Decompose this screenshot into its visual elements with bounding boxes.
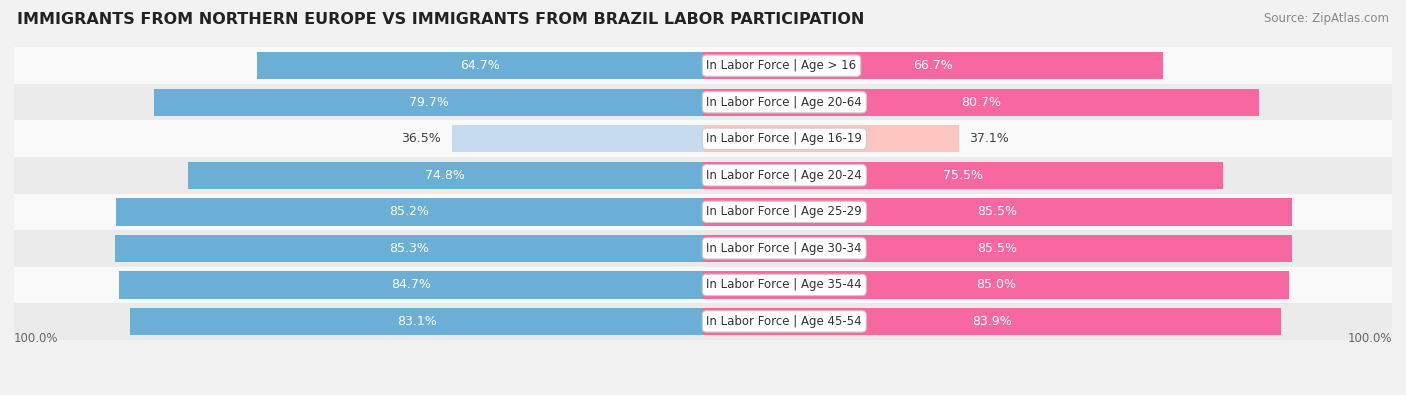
Text: 83.9%: 83.9%: [972, 315, 1012, 328]
Text: 74.8%: 74.8%: [426, 169, 465, 182]
Bar: [703, 125, 959, 152]
Text: In Labor Force | Age 16-19: In Labor Force | Age 16-19: [706, 132, 862, 145]
Text: 85.3%: 85.3%: [389, 242, 429, 255]
Text: 85.0%: 85.0%: [976, 278, 1015, 292]
Bar: [703, 308, 1281, 335]
Bar: [117, 198, 703, 226]
Text: In Labor Force | Age 20-24: In Labor Force | Age 20-24: [706, 169, 862, 182]
Bar: [14, 194, 1392, 230]
Bar: [131, 308, 703, 335]
Text: 64.7%: 64.7%: [460, 59, 501, 72]
Text: In Labor Force | Age 35-44: In Labor Force | Age 35-44: [706, 278, 862, 292]
Bar: [120, 271, 703, 299]
Bar: [153, 88, 703, 116]
Bar: [14, 120, 1392, 157]
Text: 37.1%: 37.1%: [969, 132, 1008, 145]
Bar: [14, 267, 1392, 303]
Bar: [187, 162, 703, 189]
Text: 83.1%: 83.1%: [396, 315, 437, 328]
Text: 85.5%: 85.5%: [977, 242, 1018, 255]
Bar: [14, 230, 1392, 267]
Text: 84.7%: 84.7%: [391, 278, 432, 292]
Bar: [703, 162, 1223, 189]
Text: 100.0%: 100.0%: [1347, 333, 1392, 346]
Text: In Labor Force | Age 25-29: In Labor Force | Age 25-29: [706, 205, 862, 218]
Bar: [14, 84, 1392, 120]
Text: Source: ZipAtlas.com: Source: ZipAtlas.com: [1264, 12, 1389, 25]
Legend: Immigrants from Northern Europe, Immigrants from Brazil: Immigrants from Northern Europe, Immigra…: [475, 391, 931, 395]
Text: 100.0%: 100.0%: [14, 333, 59, 346]
Bar: [703, 88, 1258, 116]
Text: In Labor Force | Age 20-64: In Labor Force | Age 20-64: [706, 96, 862, 109]
Text: 85.5%: 85.5%: [977, 205, 1018, 218]
Bar: [703, 235, 1292, 262]
Bar: [14, 157, 1392, 194]
Bar: [703, 271, 1289, 299]
Bar: [257, 52, 703, 79]
Text: 66.7%: 66.7%: [912, 59, 953, 72]
Text: In Labor Force | Age 45-54: In Labor Force | Age 45-54: [706, 315, 862, 328]
Text: 75.5%: 75.5%: [943, 169, 983, 182]
Bar: [14, 303, 1392, 340]
Bar: [703, 198, 1292, 226]
Text: 80.7%: 80.7%: [960, 96, 1001, 109]
Text: 36.5%: 36.5%: [402, 132, 441, 145]
Bar: [115, 235, 703, 262]
Bar: [14, 47, 1392, 84]
Bar: [703, 52, 1163, 79]
Text: 79.7%: 79.7%: [409, 96, 449, 109]
Text: IMMIGRANTS FROM NORTHERN EUROPE VS IMMIGRANTS FROM BRAZIL LABOR PARTICIPATION: IMMIGRANTS FROM NORTHERN EUROPE VS IMMIG…: [17, 12, 865, 27]
Text: 85.2%: 85.2%: [389, 205, 429, 218]
Text: In Labor Force | Age 30-34: In Labor Force | Age 30-34: [706, 242, 862, 255]
Bar: [451, 125, 703, 152]
Text: In Labor Force | Age > 16: In Labor Force | Age > 16: [706, 59, 856, 72]
